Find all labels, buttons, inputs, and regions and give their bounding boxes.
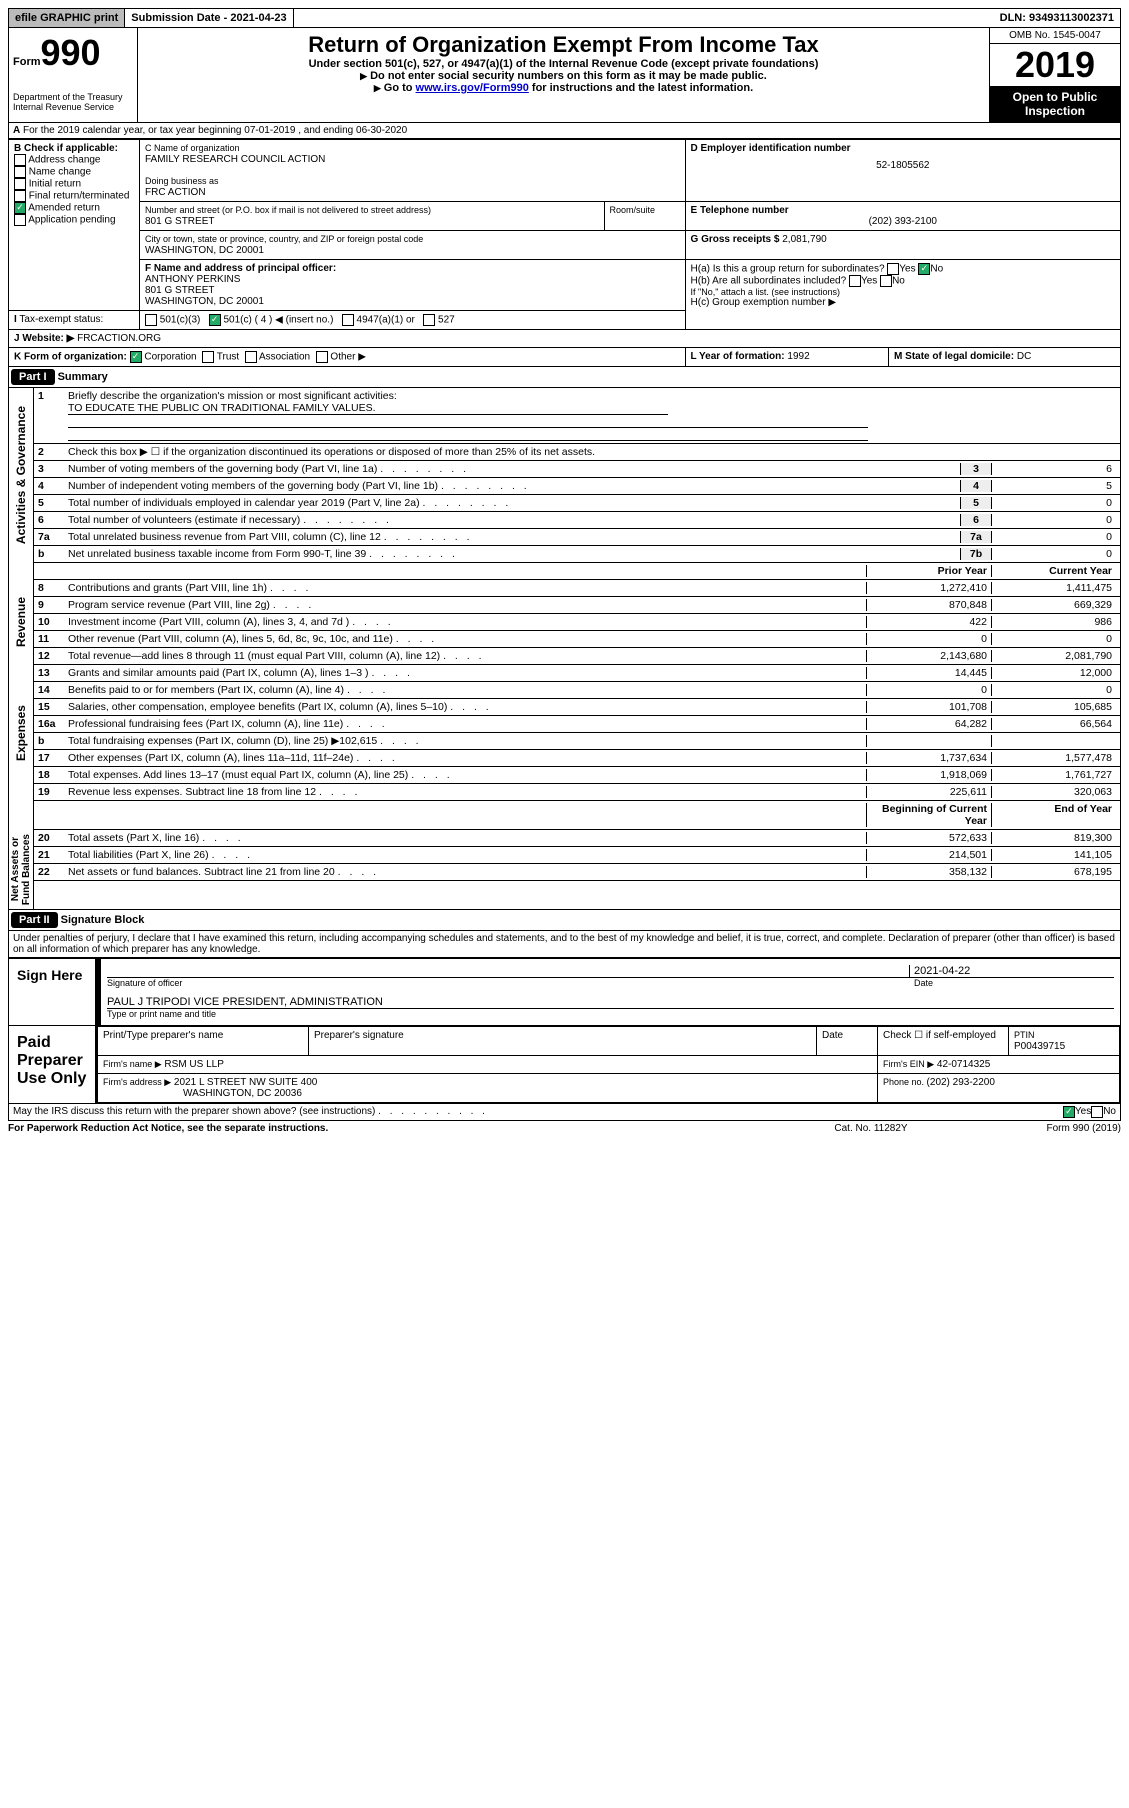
side-exp: Expenses	[14, 701, 28, 765]
ein: 52-1805562	[691, 154, 1115, 177]
firm-phone: (202) 293-2200	[927, 1077, 995, 1088]
l-year: L Year of formation: 1992	[685, 348, 889, 367]
sig-block-hd: Signature Block	[61, 914, 145, 926]
ptin: P00439715	[1014, 1041, 1065, 1052]
omb-number: OMB No. 1545-0047	[990, 28, 1120, 44]
self-emp-chk[interactable]: Check ☐ if self-employed	[878, 1027, 1009, 1056]
h-b: H(b) Are all subordinates included? Yes …	[691, 275, 1115, 287]
i-tax-exempt: I Tax-exempt status:	[9, 311, 140, 330]
dept-treasury: Department of the Treasury Internal Reve…	[13, 92, 133, 112]
penalty-statement: Under penalties of perjury, I declare th…	[8, 931, 1121, 958]
firm-ein: 42-0714325	[934, 1059, 990, 1070]
summary-hd: Summary	[58, 371, 108, 383]
side-rev: Revenue	[14, 593, 28, 651]
line-2: Check this box ▶ ☐ if the organization d…	[68, 446, 1116, 458]
form-number: Form990	[13, 32, 133, 74]
sign-date: 2021-04-22	[909, 965, 1114, 978]
paid-prep-lbl: Paid Preparer Use Only	[9, 1026, 97, 1103]
h-a: H(a) Is this a group return for subordin…	[691, 263, 1115, 275]
org-name: FAMILY RESEARCH COUNCIL ACTION	[145, 154, 325, 165]
sign-here-block: Sign Here 2021-04-22 Signature of office…	[8, 958, 1121, 1026]
room-suite-lbl: Room/suite	[610, 205, 656, 215]
col-prior: Prior Year	[866, 565, 991, 577]
dba: FRC ACTION	[145, 187, 206, 198]
form-footer: For Paperwork Reduction Act Notice, see …	[8, 1121, 1121, 1134]
paid-preparer-block: Paid Preparer Use Only Print/Type prepar…	[8, 1026, 1121, 1104]
b-label: B Check if applicable:	[14, 143, 118, 154]
sign-here-lbl: Sign Here	[9, 959, 97, 1025]
k-form-org: K Form of organization: ✓ Corporation Tr…	[9, 348, 686, 367]
col-end: End of Year	[991, 803, 1116, 827]
firm-name: RSM US LLP	[162, 1059, 224, 1070]
officer-name: ANTHONY PERKINS	[145, 274, 240, 285]
firm-addr: 2021 L STREET NW SUITE 400	[171, 1077, 317, 1088]
side-ag: Activities & Governance	[14, 402, 28, 548]
revenue-block: Revenue 8Contributions and grants (Part …	[8, 580, 1121, 665]
net-assets-block: Net Assets or Fund Balances 20Total asse…	[8, 830, 1121, 910]
irs-link[interactable]: www.irs.gov/Form990	[416, 82, 529, 94]
entity-block: B Check if applicable: Address change Na…	[8, 139, 1121, 367]
open-to-public: Open to Public Inspection	[990, 86, 1120, 122]
col-curr: Current Year	[991, 565, 1116, 577]
mission: TO EDUCATE THE PUBLIC ON TRADITIONAL FAM…	[68, 402, 668, 415]
officer-sig-name: PAUL J TRIPODI VICE PRESIDENT, ADMINISTR…	[107, 996, 1114, 1009]
efile-btn[interactable]: efile GRAPHIC print	[9, 9, 125, 27]
part-1-hd: Part I	[11, 369, 55, 385]
activities-governance-block: Activities & Governance 1Briefly describ…	[8, 388, 1121, 563]
prep-name-col: Print/Type preparer's name	[98, 1027, 309, 1056]
col-begin: Beginning of Current Year	[866, 803, 991, 827]
h-c: H(c) Group exemption number ▶	[691, 297, 1115, 308]
subtitle-1: Under section 501(c), 527, or 4947(a)(1)…	[142, 58, 985, 70]
ein-label: D Employer identification number	[691, 143, 851, 154]
dln: DLN: 93493113002371	[994, 9, 1120, 27]
officer-lbl: F Name and address of principal officer:	[145, 263, 336, 274]
form-title: Return of Organization Exempt From Incom…	[142, 32, 985, 58]
top-bar: efile GRAPHIC print Submission Date - 20…	[8, 8, 1121, 28]
street: 801 G STREET	[145, 216, 214, 227]
j-website: J Website: ▶ FRCACTION.ORG	[9, 330, 1121, 348]
subm-date: Submission Date - 2021-04-23	[125, 9, 293, 27]
a-line: A For the 2019 calendar year, or tax yea…	[8, 123, 1121, 139]
subtitle-3: Go to www.irs.gov/Form990 for instructio…	[142, 82, 985, 94]
part-2-hd: Part II	[11, 912, 58, 928]
city-state-zip: WASHINGTON, DC 20001	[145, 245, 264, 256]
prep-sig-col: Preparer's signature	[309, 1027, 817, 1056]
side-net: Net Assets or Fund Balances	[10, 830, 32, 909]
irs-discuss: May the IRS discuss this return with the…	[8, 1104, 1121, 1121]
m-state: M State of legal domicile: DC	[889, 348, 1121, 367]
phone: (202) 393-2100	[691, 216, 1115, 227]
gross-receipts: 2,081,790	[782, 234, 827, 245]
tax-year: 2019	[990, 44, 1120, 86]
subtitle-2: Do not enter social security numbers on …	[142, 70, 985, 82]
gross-receipts-lbl: G Gross receipts $	[691, 234, 783, 245]
expenses-block: Expenses 13Grants and similar amounts pa…	[8, 665, 1121, 801]
phone-label: E Telephone number	[691, 205, 789, 216]
form-header: Form990 Department of the Treasury Inter…	[8, 28, 1121, 123]
